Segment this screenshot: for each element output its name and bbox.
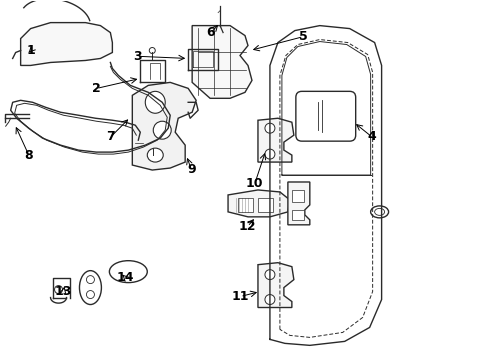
Ellipse shape: [153, 121, 171, 139]
Text: 13: 13: [54, 285, 72, 298]
Polygon shape: [258, 118, 294, 162]
Circle shape: [265, 270, 275, 280]
Text: 14: 14: [117, 271, 134, 284]
Ellipse shape: [79, 271, 101, 305]
Polygon shape: [192, 26, 252, 98]
Polygon shape: [21, 23, 112, 66]
Text: 8: 8: [24, 149, 33, 162]
Text: 11: 11: [231, 290, 249, 303]
Ellipse shape: [370, 206, 389, 218]
Bar: [238, 198, 253, 212]
Polygon shape: [288, 182, 310, 225]
Polygon shape: [132, 82, 196, 170]
Text: 1: 1: [26, 44, 35, 57]
Text: 9: 9: [187, 163, 196, 176]
Ellipse shape: [145, 91, 165, 113]
Text: 6: 6: [206, 27, 215, 40]
Polygon shape: [258, 263, 294, 307]
Circle shape: [265, 123, 275, 133]
Circle shape: [86, 276, 95, 284]
Ellipse shape: [135, 132, 143, 144]
Text: 12: 12: [239, 220, 256, 233]
Bar: [258, 198, 273, 212]
Text: 7: 7: [106, 130, 115, 144]
Ellipse shape: [109, 261, 147, 283]
Polygon shape: [228, 190, 290, 217]
Bar: [292, 190, 304, 202]
Text: 5: 5: [299, 30, 308, 43]
Text: 4: 4: [368, 130, 376, 144]
FancyBboxPatch shape: [296, 91, 356, 141]
Circle shape: [54, 285, 63, 293]
Circle shape: [149, 48, 155, 54]
Circle shape: [86, 291, 95, 298]
Ellipse shape: [150, 140, 157, 150]
Circle shape: [265, 149, 275, 159]
Circle shape: [150, 155, 156, 161]
Text: 10: 10: [246, 177, 264, 190]
Bar: [292, 210, 304, 220]
Text: 3: 3: [133, 50, 142, 63]
Text: 2: 2: [92, 82, 100, 95]
Circle shape: [265, 294, 275, 305]
Ellipse shape: [147, 148, 163, 162]
